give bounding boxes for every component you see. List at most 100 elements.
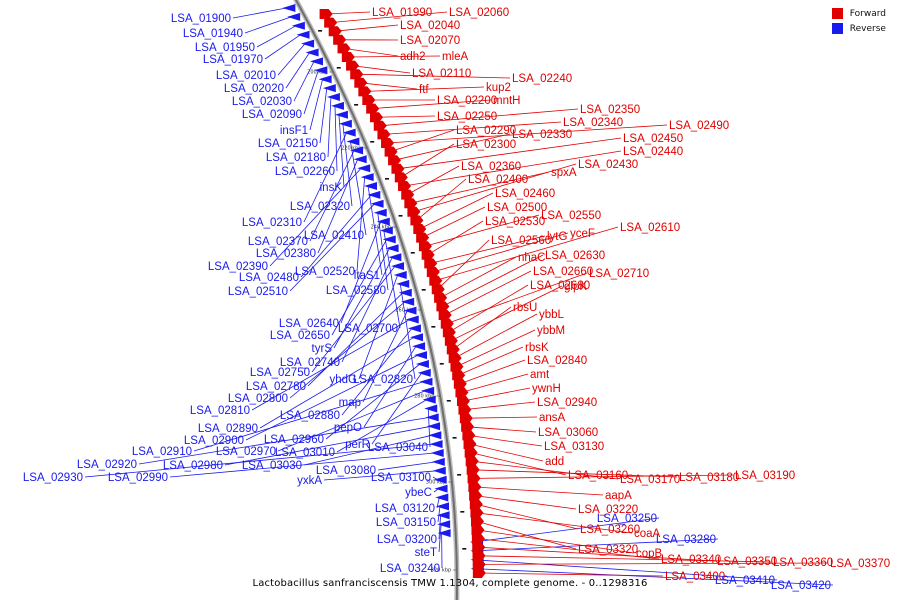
reverse-feature-arrow [364, 182, 378, 190]
reverse-feature-arrow [350, 146, 364, 155]
reverse-gene-label: LSA_02800 [228, 393, 288, 405]
reverse-leader-line [362, 310, 408, 403]
forward-gene-label: LSA_02460 [495, 188, 555, 200]
forward-leader-line [473, 474, 734, 479]
forward-feature-arrow [453, 378, 467, 389]
reverse-feature-arrow [407, 324, 421, 333]
reverse-gene-label: LSA_02890 [198, 423, 258, 435]
reverse-leader-line [245, 354, 419, 441]
reverse-gene-label: LSA_02810 [190, 405, 250, 417]
reverse-feature-arrow [318, 75, 332, 84]
reverse-leader-line [232, 7, 287, 19]
reverse-gene-label: LSA_02410 [304, 230, 364, 242]
forward-feature-arrow [452, 370, 466, 381]
reverse-leader-line [277, 43, 306, 76]
forward-gene-label: LSA_02200 [437, 95, 497, 107]
reverse-feature-arrow [398, 288, 412, 297]
forward-feature-arrow [354, 77, 368, 88]
reverse-gene-label: insK [320, 182, 343, 194]
forward-feature-arrow [468, 482, 482, 492]
reverse-leader-line [427, 408, 431, 448]
forward-feature-arrow [436, 301, 450, 312]
reverse-leader-line [437, 506, 441, 523]
forward-leader-line [403, 150, 622, 187]
forward-gene-label: mleA [442, 51, 469, 63]
forward-leader-line [356, 73, 511, 79]
forward-gene-label: LSA_02500 [487, 202, 547, 214]
forward-gene-label: LSA_02490 [669, 120, 729, 132]
reverse-feature-arrow [322, 84, 336, 93]
reverse-feature-arrow [427, 422, 441, 431]
forward-leader-line [364, 86, 485, 92]
forward-gene-label: LSA_02110 [412, 68, 471, 80]
reverse-leader-line [84, 443, 434, 478]
reverse-gene-label: LSA_02390 [208, 261, 268, 273]
forward-gene-label: LSA_02060 [449, 7, 509, 19]
forward-leader-line [442, 254, 544, 307]
forward-leader-line [464, 401, 536, 410]
forward-feature-arrow [410, 215, 424, 226]
reverse-feature-arrow [425, 413, 439, 422]
forward-gene-label: LSA_03130 [544, 441, 604, 453]
forward-gene-label: LSA_02340 [563, 117, 623, 129]
reverse-feature-arrow [373, 208, 387, 217]
forward-gene-label: LSA_02240 [512, 73, 572, 85]
forward-feature-arrow [407, 206, 421, 217]
reverse-gene-label: LSA_03150 [376, 517, 436, 529]
forward-feature-arrow [346, 60, 360, 71]
reverse-gene-label: LSA_02650 [270, 330, 330, 342]
forward-feature-arrow [461, 421, 475, 432]
tick-label: 320 kbp [431, 568, 451, 574]
forward-feature-arrow [472, 559, 486, 570]
intergenic-marker [336, 67, 341, 69]
forward-leader-line [462, 387, 531, 402]
reverse-feature-arrow [412, 342, 426, 351]
forward-leader-line [475, 495, 577, 510]
forward-feature-arrow [362, 95, 376, 105]
forward-gene-label: LSA_03060 [538, 427, 598, 439]
reverse-gene-label: LSA_03420 [771, 580, 831, 592]
intergenic-marker [398, 215, 403, 217]
forward-feature-arrow [459, 413, 473, 424]
reverse-leader-line [300, 194, 372, 278]
forward-feature-arrow [324, 17, 338, 28]
reverse-feature-arrow [424, 404, 438, 413]
forward-feature-arrow [456, 396, 470, 406]
reverse-feature-arrow [415, 360, 429, 368]
reverse-feature-arrow [437, 520, 451, 529]
reverse-gene-label: LSA_02930 [23, 472, 83, 484]
forward-leader-line [448, 284, 529, 333]
reverse-leader-line [358, 274, 399, 380]
forward-gene-label: LSA_02450 [623, 133, 683, 145]
forward-feature-arrow [434, 292, 448, 303]
tick-label: 280 kbp [414, 394, 434, 400]
forward-feature-arrow [440, 318, 454, 329]
reverse-feature-arrow [403, 306, 417, 315]
reverse-leader-line [327, 96, 332, 158]
reverse-gene-label: LSA_02520 [295, 266, 355, 278]
reverse-gene-label: LSA_03080 [316, 465, 376, 477]
forward-feature-arrow [469, 490, 483, 501]
reverse-leader-line [244, 16, 292, 34]
intergenic-marker [410, 252, 415, 254]
reverse-gene-label: LSA_02740 [280, 357, 340, 369]
reverse-leader-line [169, 452, 435, 478]
reverse-feature-arrow [422, 395, 436, 404]
forward-leader-line [452, 306, 512, 350]
forward-gene-label: LSA_02430 [578, 159, 638, 171]
tick-label: 300 kbp [426, 480, 446, 486]
reverse-swatch [831, 23, 843, 34]
forward-gene-label: LSA_03400 [665, 571, 725, 583]
reverse-feature-arrow [382, 235, 396, 244]
reverse-leader-line [309, 150, 355, 242]
forward-feature-arrow [421, 249, 435, 260]
reverse-feature-arrow [414, 351, 428, 360]
reverse-gene-label: yxkA [297, 475, 322, 487]
reverse-gene-label: LSA_02380 [256, 248, 316, 260]
forward-feature-arrow [426, 267, 440, 277]
forward-gene-label: LSA_02680 [530, 280, 590, 292]
forward-feature-arrow [391, 163, 405, 174]
forward-leader-line [372, 99, 492, 109]
forward-feature-arrow [431, 284, 445, 295]
forward-leader-line [477, 529, 635, 554]
